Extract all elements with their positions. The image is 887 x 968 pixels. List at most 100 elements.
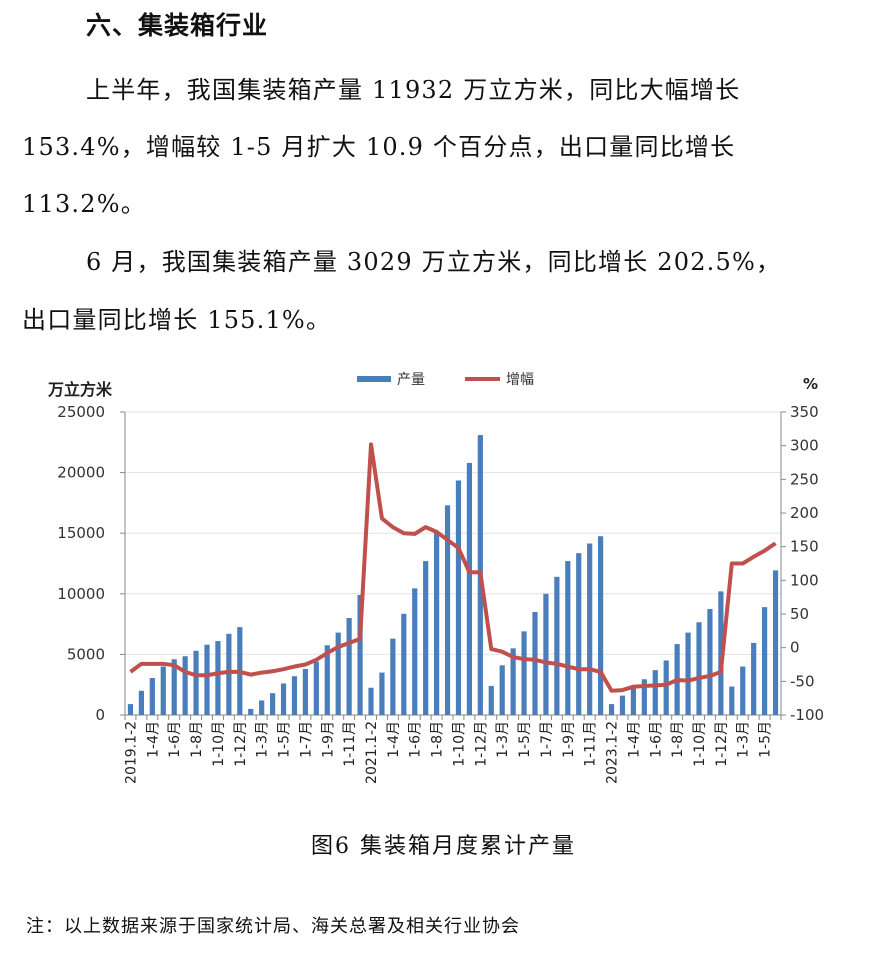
bar [466, 462, 472, 715]
bar [270, 693, 276, 715]
bar [302, 668, 308, 715]
left-tick-label: 25000 [57, 403, 105, 421]
bar [379, 672, 385, 715]
bar [390, 638, 396, 715]
right-tick-label: -100 [790, 706, 824, 724]
bar [641, 679, 647, 715]
bar [554, 576, 560, 715]
bar [259, 700, 265, 715]
bar [488, 685, 494, 715]
bar [423, 561, 429, 715]
x-tick-label: 1-10月 [451, 721, 467, 767]
bar [608, 704, 615, 715]
left-axis-title: 万立方米 [47, 380, 113, 399]
bar [740, 666, 746, 715]
x-tick-label: 1-9月 [320, 721, 336, 758]
bar [663, 660, 669, 715]
right-tick-label: 0 [790, 639, 800, 657]
right-tick-label: 50 [790, 605, 809, 623]
bar [630, 685, 636, 715]
x-tick-label: 2021.1-2 [364, 721, 380, 784]
left-tick-label: 20000 [57, 464, 105, 482]
bar [576, 553, 582, 715]
right-tick-label: 250 [790, 470, 819, 488]
bar [412, 588, 418, 715]
x-tick-label: 1-7月 [298, 721, 314, 758]
bar [160, 666, 166, 715]
paragraph-line: 6 月，我国集装箱产量 3029 万立方米，同比增长 202.5%， [86, 248, 782, 276]
bar [619, 695, 626, 715]
bar [357, 595, 363, 715]
bar [696, 622, 702, 715]
x-tick-label: 1-5月 [758, 721, 774, 758]
x-tick-label: 1-6月 [648, 721, 664, 758]
legend-bar-label: 产量 [397, 372, 425, 388]
growth-line [129, 442, 777, 693]
paragraph-line: 113.2%。 [22, 190, 146, 218]
x-tick-label: 1-6月 [408, 721, 424, 758]
bar [324, 645, 330, 715]
x-tick-label: 1-4月 [145, 721, 161, 758]
legend-line-label: 增幅 [506, 372, 534, 388]
bar [499, 665, 505, 715]
x-tick-label: 1-12月 [714, 721, 730, 767]
paragraph-line: 出口量同比增长 155.1%。 [22, 306, 332, 334]
bar [707, 608, 713, 715]
x-tick-label: 1-12月 [233, 721, 249, 767]
bar [598, 536, 604, 715]
right-tick-label: 300 [790, 437, 819, 455]
bar [772, 570, 779, 715]
bar [280, 683, 287, 715]
figure-caption: 图6 集装箱月度累计产量 [311, 834, 576, 859]
bar [401, 613, 407, 715]
bar [729, 686, 735, 715]
x-tick-label: 1-7月 [539, 721, 555, 758]
bar [587, 543, 593, 715]
x-tick-label: 1-6月 [167, 721, 183, 758]
x-tick-label: 1-11月 [342, 721, 358, 767]
paragraph-line: 上半年，我国集装箱产量 11932 万立方米，同比大幅增长 [86, 76, 741, 104]
left-tick-label: 0 [95, 706, 105, 724]
left-tick-label: 5000 [67, 645, 105, 663]
bar [434, 533, 440, 715]
bar [313, 661, 319, 715]
right-tick-label: 150 [790, 538, 819, 556]
x-tick-label: 1-11月 [583, 721, 599, 767]
x-tick-label: 1-8月 [430, 721, 446, 758]
bar [565, 561, 571, 715]
bar [215, 641, 221, 715]
bar [138, 690, 144, 715]
bar [335, 632, 341, 715]
bar [226, 633, 232, 715]
x-tick-label: 1-10月 [692, 721, 708, 767]
bar [762, 607, 768, 715]
bar [248, 708, 254, 715]
x-tick-label: 2019.1-2 [123, 721, 139, 784]
bar [652, 670, 658, 715]
left-tick-label: 15000 [57, 524, 105, 542]
right-tick-label: 350 [790, 403, 819, 421]
bar [510, 648, 516, 715]
bar [204, 644, 210, 715]
x-tick-label: 1-8月 [670, 721, 686, 758]
section-title: 六、集装箱行业 [86, 11, 269, 40]
x-tick-label: 1-5月 [517, 721, 533, 758]
x-tick-label: 1-9月 [561, 721, 577, 758]
left-tick-label: 10000 [57, 585, 105, 603]
bar [182, 656, 188, 715]
bar [346, 618, 352, 715]
bar [685, 632, 691, 715]
bar [751, 642, 757, 715]
x-tick-label: 1-5月 [277, 721, 293, 758]
bar [543, 593, 549, 715]
bar [291, 676, 298, 715]
bar [444, 505, 451, 715]
bar [149, 678, 155, 715]
right-tick-label: -50 [790, 672, 815, 690]
bar [171, 659, 177, 715]
x-tick-label: 1-3月 [495, 721, 511, 758]
x-tick-label: 1-3月 [255, 721, 271, 758]
right-tick-label: 100 [790, 571, 819, 589]
x-tick-label: 2023.1-2 [605, 721, 621, 784]
x-tick-label: 1-12月 [473, 721, 489, 767]
